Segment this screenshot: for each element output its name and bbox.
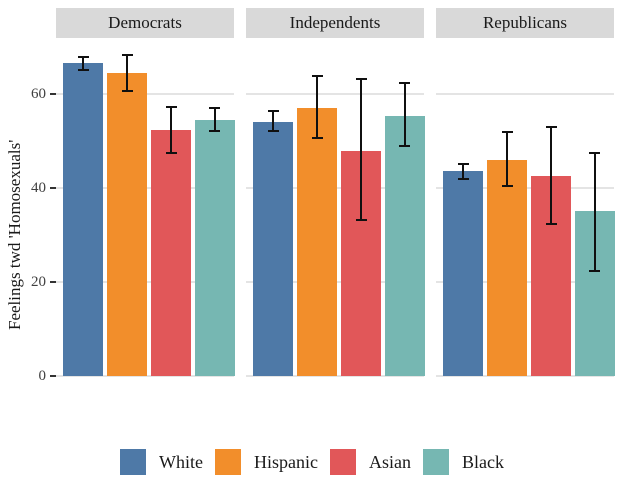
error-bar-line [593, 153, 596, 272]
error-bar-cap-top [121, 54, 133, 57]
legend-swatch-black [422, 449, 449, 475]
y-tick-label-20: 20 [31, 273, 46, 290]
bar-independents-black [384, 115, 425, 376]
facet-strip-republicans: Republicans [436, 8, 614, 38]
gridline-y0 [56, 374, 234, 377]
gridline-y0 [246, 374, 424, 377]
error-bar-cap-top [589, 152, 600, 155]
panel-democrats [56, 38, 235, 380]
error-bar-cap-bottom [399, 144, 410, 147]
error-bar-cap-top [77, 56, 89, 59]
legend-item-white: White [120, 449, 203, 475]
error-bar-cap-bottom [589, 270, 600, 273]
error-bar-cap-bottom [165, 152, 177, 155]
error-bar-cap-bottom [121, 89, 133, 92]
error-bar-cap-bottom [355, 219, 367, 222]
gridline-y0 [436, 374, 614, 377]
facet-strip-label: Independents [289, 13, 381, 32]
error-bar-cap-bottom [77, 68, 89, 71]
facet-strip-label: Republicans [482, 13, 568, 32]
y-tick-mark-40 [50, 187, 56, 189]
legend-swatch-hispanic [215, 449, 241, 475]
legend: White Hispanic Asian Black [0, 449, 624, 475]
y-tick-label-40: 40 [31, 180, 46, 196]
error-bar-line [82, 57, 84, 70]
error-bar-cap-top [545, 126, 557, 129]
y-tick-mark-60 [50, 93, 56, 96]
legend-label-asian: Asian [368, 451, 411, 472]
legend-swatch-asian [329, 449, 356, 475]
bar-independents-hispanic [297, 107, 337, 376]
error-bar-cap-top [311, 74, 323, 77]
panel-republicans [436, 38, 615, 380]
legend-item-asian: Asian [329, 449, 411, 475]
bar-democrats-white [63, 63, 103, 376]
bar-democrats-black [194, 120, 235, 376]
error-bar-line [462, 164, 464, 180]
error-bar-cap-bottom [501, 185, 513, 188]
error-bar-cap-bottom [457, 178, 469, 181]
error-bar-cap-top [267, 110, 279, 113]
bar-independents-white [253, 121, 293, 376]
y-tick-label-0: 0 [38, 367, 47, 384]
error-bar-cap-top [165, 105, 177, 108]
legend-item-black: Black [422, 449, 504, 475]
bar-republicans-white [443, 170, 483, 376]
error-bar-cap-bottom [209, 130, 220, 133]
legend-label-white: White [159, 451, 203, 472]
facet-strip-label: Democrats [108, 13, 182, 32]
bar-democrats-hispanic [107, 73, 147, 376]
error-bar-line [272, 111, 274, 131]
error-bar-line [126, 55, 128, 91]
y-tick-label-60: 60 [31, 86, 46, 103]
error-bar-cap-top [355, 77, 367, 80]
error-bar-cap-bottom [267, 129, 279, 132]
facet-strip-democrats: Democrats [56, 8, 234, 38]
error-bar-line [550, 127, 552, 225]
error-bar-line [506, 132, 508, 187]
error-bar-cap-top [457, 163, 469, 166]
bar-democrats-asian [151, 130, 191, 376]
legend-swatch-white [120, 449, 147, 475]
error-bar-cap-top [399, 82, 410, 84]
bar-republicans-hispanic [487, 160, 527, 376]
y-tick-mark-20 [50, 280, 56, 283]
error-bar-line [403, 83, 406, 146]
legend-item-hispanic: Hispanic [215, 449, 318, 475]
error-bar-cap-bottom [545, 223, 557, 226]
error-bar-line [316, 75, 318, 138]
panel-independents [246, 38, 425, 380]
error-bar-cap-top [209, 106, 220, 109]
error-bar-line [170, 106, 172, 154]
error-bar-cap-bottom [311, 136, 323, 139]
gridline-y60 [436, 93, 614, 96]
legend-label-hispanic: Hispanic [254, 451, 318, 472]
error-bar-cap-top [501, 131, 513, 134]
facet-strip-independents: Independents [246, 8, 424, 38]
y-tick-mark-0 [50, 374, 56, 377]
error-bar-line [213, 107, 216, 132]
y-axis-title: Feelings twd 'Homosexuals' [5, 139, 24, 331]
gridline-y60 [246, 93, 424, 96]
legend-label-black: Black [461, 451, 504, 472]
error-bar-line [360, 78, 362, 221]
